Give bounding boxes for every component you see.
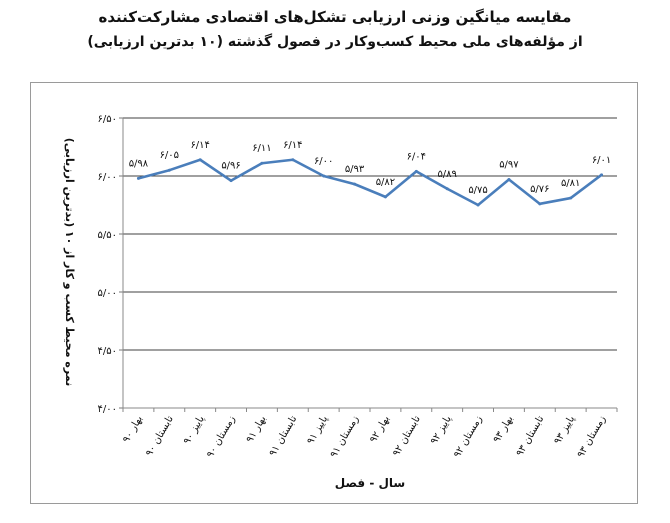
data-point [445,187,449,191]
x-tick-label: تابستان ۹۰ [144,414,176,459]
x-tick-label: پاییز ۹۰ [182,414,207,447]
data-point [167,168,171,172]
data-point [229,179,233,183]
chart-frame [30,82,638,504]
data-label: ۶/۱۴ [190,140,209,151]
y-tick-label: ۴/۵۰ [98,346,117,357]
chart-subtitle: از مؤلفه‌های ملی محیط کسب‌وکار در فصول گ… [87,34,583,50]
data-point [538,202,542,206]
data-point [260,161,264,165]
x-tick-label: بهار ۹۱ [244,414,268,445]
data-point [136,176,140,180]
data-label: ۵/۸۲ [376,177,395,188]
y-tick-label: ۵/۵۰ [98,230,117,241]
x-tick-label: تابستان ۹۳ [514,414,546,459]
x-tick-label: زمستان ۹۳ [575,414,608,460]
data-point [383,195,387,199]
data-label: ۵/۷۶ [530,184,549,195]
y-tick-label: ۴/۰۰ [98,404,117,415]
y-tick-label: ۵/۰۰ [98,288,117,299]
data-label: ۵/۸۱ [561,178,580,189]
x-tick-label: تابستان ۹۱ [267,414,299,459]
data-label: ۶/۰۴ [407,151,426,162]
y-axis-label: نمره محیط کسب و کار از ۱۰ (بدترین ارزیاب… [63,138,76,386]
x-tick-label: بهار ۹۲ [368,414,392,445]
data-point [507,177,511,181]
data-label: ۵/۹۳ [345,164,365,175]
x-tick-label: پاییز ۹۱ [305,414,330,447]
data-point [198,158,202,162]
data-label: ۵/۹۶ [221,161,240,172]
y-tick-label: ۶/۰۰ [98,172,117,183]
data-point [569,196,573,200]
data-point [322,174,326,178]
series-line [138,158,603,207]
data-point [353,182,357,186]
data-point [414,169,418,173]
x-tick-label: زمستان ۹۱ [328,414,361,460]
data-label: ۵/۹۷ [499,159,519,170]
data-label: ۵/۷۵ [468,185,487,196]
x-tick-label: بهار ۹۳ [491,414,515,445]
data-point [476,203,480,207]
chart-title: مقایسه میانگین وزنی ارزیابی تشکل‌های اقت… [98,8,572,26]
data-label: ۵/۸۹ [437,169,456,180]
x-tick-label: زمستان ۹۰ [205,414,238,460]
data-point [291,158,295,162]
y-tick-label: ۶/۵۰ [98,114,117,125]
data-label: ۶/۰۱ [592,155,611,166]
x-tick-label: پاییز ۹۲ [429,414,454,447]
data-point [600,173,604,177]
x-tick-label: بهار ۹۰ [121,414,145,445]
data-label: ۶/۰۵ [160,150,179,161]
x-axis-label: سال - فصل [335,476,405,490]
x-tick-label: زمستان ۹۲ [452,414,485,460]
data-label: ۶/۱۱ [252,143,271,154]
data-label: ۶/۰۰ [314,156,333,167]
data-label: ۶/۱۴ [283,140,302,151]
x-tick-label: پاییز ۹۳ [552,414,577,447]
x-tick-label: تابستان ۹۲ [391,414,423,459]
data-label: ۵/۹۸ [129,158,149,169]
